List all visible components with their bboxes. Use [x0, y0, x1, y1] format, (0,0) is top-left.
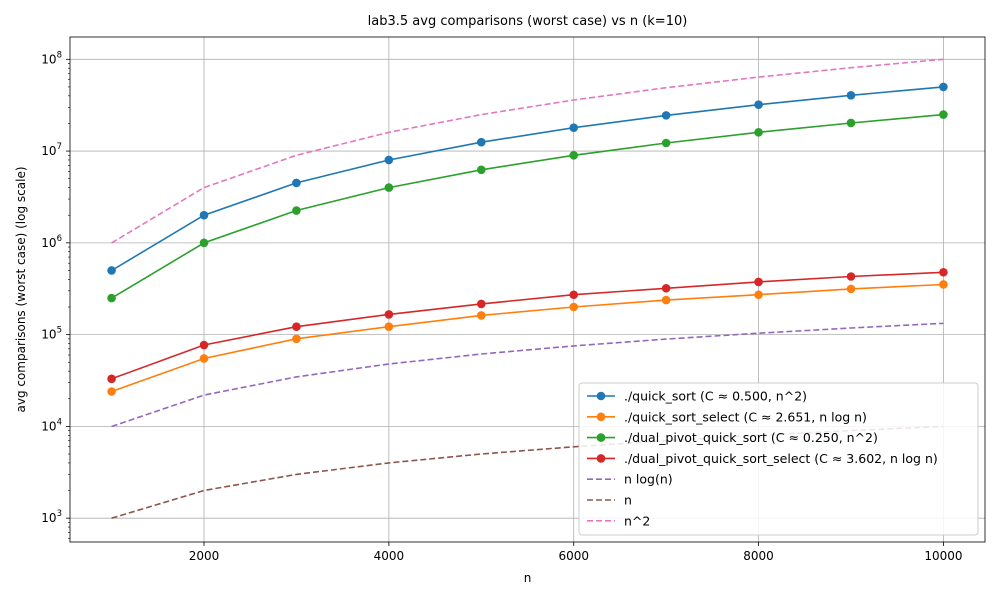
data-point	[939, 110, 948, 119]
legend-label: ./quick_sort_select (C ≈ 2.651, n log n)	[624, 409, 867, 424]
data-point	[384, 183, 394, 192]
data-point	[292, 322, 301, 331]
y-tick-label: 103	[41, 509, 62, 525]
data-point	[754, 290, 763, 300]
x-tick-label: 4000	[374, 549, 405, 563]
legend-label: ./quick_sort (C ≈ 0.500, n^2)	[624, 389, 807, 404]
x-tick-label: 2000	[189, 549, 220, 563]
data-point	[939, 267, 948, 277]
legend-marker	[596, 454, 606, 463]
legend-item: ./quick_sort (C ≈ 0.500, n^2)	[587, 389, 807, 404]
data-point	[199, 354, 209, 363]
data-point	[476, 165, 486, 175]
data-point	[569, 150, 579, 160]
data-point	[569, 290, 579, 300]
data-point	[846, 284, 856, 294]
legend-item: ./dual_pivot_quick_sort_select (C ≈ 3.60…	[587, 451, 938, 466]
series-line	[111, 283, 944, 393]
plot-frame	[69, 36, 986, 543]
legend: ./quick_sort (C ≈ 0.500, n^2) ./quick_sor…	[578, 382, 979, 536]
y-tick-label: 106	[41, 234, 62, 250]
grid	[70, 37, 985, 542]
data-point	[476, 311, 486, 320]
legend-marker	[596, 433, 606, 442]
legend-marker	[596, 391, 606, 401]
series-line	[111, 86, 944, 272]
data-point	[569, 123, 579, 132]
data-point	[107, 374, 116, 384]
x-tick-label: 6000	[558, 549, 589, 563]
data-point	[754, 277, 763, 287]
series-2	[107, 110, 948, 303]
data-point	[661, 295, 671, 305]
legend-item: ./dual_pivot_quick_sort (C ≈ 0.250, n^2)	[587, 430, 878, 445]
data-point	[754, 128, 763, 137]
series-1	[107, 280, 948, 396]
data-point	[292, 206, 301, 215]
legend-label: ./dual_pivot_quick_sort (C ≈ 0.250, n^2)	[624, 430, 878, 445]
legend-item: n^2	[587, 513, 650, 528]
data-point	[107, 266, 116, 275]
series-layer	[107, 58, 948, 519]
x-tick-label: 8000	[743, 549, 774, 563]
data-point	[384, 322, 394, 331]
data-point	[199, 340, 209, 350]
chart-title: lab3.5 avg comparisons (worst case) vs n…	[368, 14, 688, 29]
y-tick-label: 105	[41, 326, 62, 342]
series-6	[111, 58, 944, 244]
legend-box	[578, 382, 979, 536]
legend-label: n log(n)	[624, 472, 673, 487]
legend-label: ./dual_pivot_quick_sort_select (C ≈ 3.60…	[624, 451, 938, 466]
data-point	[476, 137, 486, 147]
legend-label: n^2	[624, 513, 650, 528]
data-point	[292, 178, 301, 188]
legend-item: n	[587, 493, 632, 508]
y-tick-label: 108	[41, 50, 62, 66]
series-4	[111, 322, 944, 428]
series-0	[107, 82, 948, 275]
legend-item: n log(n)	[587, 472, 673, 487]
y-tick-label: 104	[41, 417, 62, 433]
series-line	[111, 271, 944, 380]
data-point	[754, 100, 763, 110]
y-tick-label: 107	[41, 142, 62, 158]
x-tick-label: 10000	[924, 549, 962, 563]
data-point	[569, 302, 579, 312]
legend-label: n	[624, 493, 632, 508]
series-line	[111, 113, 944, 299]
data-point	[939, 82, 948, 92]
data-point	[661, 138, 671, 148]
data-point	[661, 283, 671, 293]
series-line	[111, 58, 944, 244]
series-3	[107, 267, 948, 384]
data-point	[292, 334, 301, 344]
data-point	[846, 118, 856, 128]
data-point	[846, 91, 856, 100]
data-point	[199, 238, 209, 248]
series-line	[111, 322, 944, 428]
y-axis-label: avg comparisons (worst case) (log scale)	[14, 166, 28, 412]
legend-item: ./quick_sort_select (C ≈ 2.651, n log n)	[587, 409, 867, 424]
data-point	[476, 299, 486, 309]
data-point	[384, 310, 394, 319]
x-axis-label: n	[524, 571, 532, 585]
data-point	[846, 272, 856, 281]
legend-marker	[596, 412, 606, 422]
data-point	[107, 387, 116, 396]
data-point	[939, 280, 948, 289]
data-point	[199, 210, 209, 220]
data-point	[384, 155, 394, 165]
data-point	[107, 293, 116, 303]
data-point	[661, 111, 671, 120]
